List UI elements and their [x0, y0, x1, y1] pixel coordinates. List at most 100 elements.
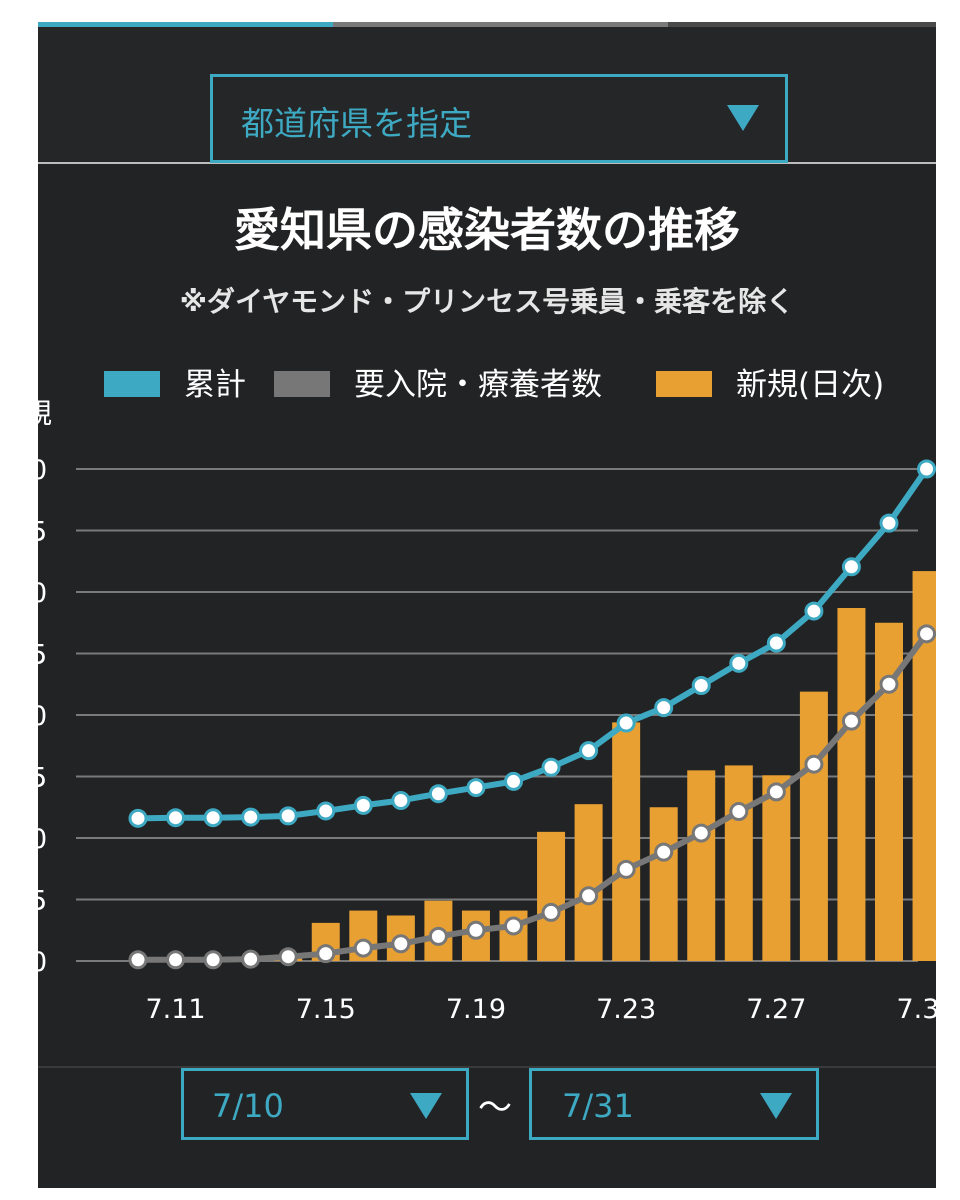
legend-swatch-cumulative	[104, 371, 160, 397]
tab-indicator-active[interactable]	[38, 22, 333, 27]
point-hospitalized-7.10	[128, 950, 148, 970]
y-tick-label: 5	[38, 517, 47, 548]
point-cumulative-7.27	[766, 633, 786, 653]
prefecture-select[interactable]: 都道府県を指定	[210, 74, 788, 163]
point-cumulative-7.18	[428, 784, 448, 804]
point-hospitalized-7.15	[316, 944, 336, 964]
point-hospitalized-7.19	[466, 920, 486, 940]
y-tick-label: 5	[38, 640, 47, 671]
y-tick-label: 5	[38, 886, 47, 917]
point-cumulative-7.16	[353, 795, 373, 815]
bar-new-7.23	[612, 722, 641, 961]
y-tick-label: 0	[38, 578, 47, 609]
point-cumulative-7.23	[616, 713, 636, 733]
point-cumulative-7.29	[841, 557, 861, 577]
bar-new-7.21	[537, 831, 566, 961]
point-cumulative-7.13	[241, 807, 261, 827]
range-separator: ～	[478, 1088, 512, 1128]
y-tick-label: 0	[38, 824, 47, 855]
divider	[38, 1066, 936, 1068]
legend-label-hospitalized: 要入院・療養者数	[354, 367, 602, 403]
divider	[38, 162, 936, 164]
bars-new-daily	[274, 571, 936, 961]
point-cumulative-7.12	[203, 808, 223, 828]
legend: 累計 要入院・療養者数 新規(日次)	[104, 367, 884, 403]
legend-label-cumulative: 累計	[184, 367, 246, 403]
x-tick-label: 7.11	[145, 994, 205, 1025]
bar-new-7.28	[799, 691, 828, 961]
chart-subtitle: ※ダイヤモンド・プリンセス号乗員・乗客を除く	[179, 285, 795, 318]
point-hospitalized-7.25	[691, 823, 711, 843]
point-hospitalized-7.14	[278, 947, 298, 967]
chart-title: 愛知県の感染者数の推移	[234, 203, 740, 257]
point-hospitalized-7.17	[391, 934, 411, 954]
point-hospitalized-7.26	[729, 802, 749, 822]
bar-new-7.22	[574, 804, 603, 961]
point-cumulative-7.24	[654, 698, 674, 718]
line-hospitalized	[138, 632, 929, 963]
y-tick-label: 0	[38, 455, 47, 486]
point-cumulative-7.20	[504, 771, 523, 791]
bar-new-7.29	[837, 607, 866, 961]
point-cumulative-7.10	[128, 808, 148, 828]
y-axis-title: 規	[38, 397, 52, 430]
y-tick-label: 0	[38, 701, 47, 732]
point-hospitalized-7.24	[654, 842, 674, 862]
point-cumulative-7.11	[166, 808, 186, 828]
y-tick-label: 0	[38, 947, 47, 978]
point-hospitalized-7.31	[917, 624, 936, 644]
prefecture-select-label: 都道府県を指定	[241, 104, 472, 143]
point-cumulative-7.19	[466, 778, 486, 798]
date-to-value: 7/31	[562, 1087, 634, 1125]
date-from-select[interactable]: 7/10	[181, 1068, 469, 1140]
tab-indicator[interactable]	[333, 22, 668, 27]
point-cumulative-7.21	[541, 757, 561, 777]
x-tick-label: 7.23	[596, 994, 656, 1025]
point-cumulative-7.26	[729, 653, 749, 673]
axis-labels: 規 0 5 0 5 0 5 0 5 0 7.11 7.15 7.19 7.23 7.27 7.31	[38, 397, 936, 1025]
bar-new-7.24	[649, 807, 678, 961]
chevron-down-icon	[727, 105, 759, 131]
point-cumulative-7.30	[879, 513, 899, 533]
point-cumulative-7.31	[917, 459, 936, 479]
point-cumulative-7.28	[804, 601, 824, 621]
point-hospitalized-7.12	[203, 950, 223, 970]
x-tick-label: 7.27	[746, 994, 806, 1025]
y-tick-label: 5	[38, 763, 47, 794]
bar-new-7.31	[912, 571, 936, 961]
point-cumulative-7.14	[278, 806, 298, 826]
infection-chart: 累計 要入院・療養者数 新規(日次) 規 0 5 0 5 0 5 0 5 0 7.11 7.15 7.19 7…	[38, 367, 936, 1025]
point-hospitalized-7.29	[841, 711, 861, 731]
point-hospitalized-7.28	[804, 754, 824, 774]
point-hospitalized-7.13	[241, 949, 261, 969]
line-cumulative	[137, 467, 930, 822]
legend-swatch-hospitalized	[274, 371, 330, 397]
point-hospitalized-7.22	[579, 886, 599, 906]
date-to-select[interactable]: 7/31	[529, 1068, 819, 1140]
point-hospitalized-7.23	[616, 859, 636, 879]
point-cumulative-7.17	[391, 790, 411, 810]
bar-new-7.26	[724, 765, 753, 961]
point-cumulative-7.15	[316, 801, 336, 821]
point-hospitalized-7.18	[428, 926, 448, 946]
point-hospitalized-7.30	[879, 674, 899, 694]
point-cumulative-7.22	[579, 741, 599, 761]
chevron-down-icon	[410, 1093, 442, 1119]
x-tick-label: 7.19	[446, 994, 506, 1025]
x-tick-label: 7.15	[296, 994, 356, 1025]
point-hospitalized-7.21	[541, 902, 561, 922]
point-hospitalized-7.11	[166, 950, 186, 970]
legend-label-new: 新規(日次)	[736, 367, 884, 403]
chart-panel: 都道府県を指定 愛知県の感染者数の推移 ※ダイヤモンド・プリンセス号乗員・乗客を…	[38, 22, 936, 1188]
x-tick-label: 7.31	[896, 994, 936, 1025]
point-hospitalized-7.20	[504, 916, 523, 936]
tab-bar	[38, 22, 936, 27]
bar-new-7.27	[762, 775, 791, 961]
lines	[128, 459, 936, 970]
point-hospitalized-7.27	[766, 782, 786, 802]
legend-swatch-new	[656, 371, 712, 397]
date-from-value: 7/10	[212, 1087, 284, 1125]
chevron-down-icon	[760, 1093, 792, 1119]
point-hospitalized-7.16	[353, 938, 373, 958]
point-cumulative-7.25	[691, 675, 711, 695]
